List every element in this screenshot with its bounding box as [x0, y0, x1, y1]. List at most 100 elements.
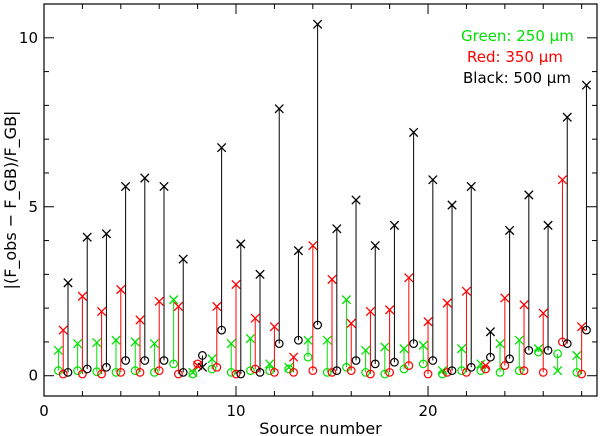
- cross-marker: [269, 322, 280, 332]
- circle-marker: [255, 367, 265, 377]
- cross-marker: [159, 181, 169, 192]
- cross-marker: [351, 195, 361, 205]
- circle-marker: [438, 369, 447, 379]
- legend-entry: Green: 250 μm: [461, 27, 574, 45]
- cross-marker: [576, 322, 587, 332]
- cross-marker: [456, 344, 467, 354]
- cross-marker: [293, 246, 304, 256]
- circle-marker: [505, 354, 515, 364]
- circle-marker: [351, 356, 361, 365]
- circle-marker: [270, 367, 279, 377]
- cross-marker: [514, 335, 524, 345]
- cross-marker: [303, 335, 313, 345]
- legend-entry: Red: 350 μm: [467, 48, 563, 66]
- circle-marker: [63, 367, 73, 377]
- circle-marker: [524, 345, 534, 355]
- circle-marker: [135, 367, 145, 377]
- cross-marker: [389, 220, 400, 231]
- circle-marker: [150, 367, 159, 377]
- cross-marker: [288, 352, 299, 362]
- circle-marker: [572, 367, 582, 377]
- circle-marker: [313, 320, 323, 330]
- circle-marker: [466, 362, 476, 372]
- cross-marker: [519, 300, 529, 310]
- axis-ticks: [43, 3, 597, 396]
- circle-marker: [582, 325, 591, 335]
- circle-marker: [558, 337, 567, 347]
- cross-marker: [101, 229, 112, 239]
- cross-marker: [53, 345, 64, 356]
- cross-marker: [231, 279, 241, 290]
- cross-marker: [130, 337, 140, 347]
- circle-marker: [121, 356, 131, 365]
- circle-marker: [92, 367, 102, 377]
- circle-marker: [514, 366, 524, 376]
- x-tick-label: 20: [418, 402, 437, 420]
- cross-marker: [135, 315, 145, 325]
- x-tick-label: 10: [226, 402, 245, 420]
- y-tick-label: 5: [28, 198, 38, 216]
- cross-marker: [92, 337, 102, 348]
- circle-marker: [486, 352, 495, 362]
- cross-marker: [168, 295, 179, 305]
- cross-marker: [236, 239, 246, 249]
- circle-marker: [212, 362, 222, 372]
- cross-marker: [447, 200, 457, 210]
- cross-marker: [154, 296, 164, 307]
- cross-marker: [255, 269, 265, 280]
- cross-marker: [284, 362, 294, 372]
- circle-marker: [294, 335, 303, 345]
- circle-marker: [82, 364, 92, 374]
- x-axis-label: Source number: [259, 419, 382, 436]
- circle-marker: [553, 349, 563, 359]
- circle-marker: [217, 325, 227, 335]
- cross-marker: [308, 240, 318, 251]
- x-tick-label: 0: [39, 402, 49, 420]
- cross-marker: [312, 19, 323, 29]
- cross-marker: [538, 308, 548, 318]
- legend: Green: 250 μm Red: 350 μm Black: 500 μm: [461, 27, 574, 87]
- y-tick-label: 10: [19, 29, 38, 47]
- circle-marker: [370, 359, 380, 369]
- series-group: [63, 19, 592, 379]
- cross-marker: [346, 318, 356, 329]
- cross-marker: [274, 104, 284, 114]
- cross-marker: [384, 305, 395, 315]
- circle-marker: [332, 366, 342, 376]
- cross-marker: [197, 362, 208, 372]
- circle-marker: [495, 367, 505, 377]
- cross-marker: [82, 232, 92, 242]
- circle-marker: [188, 369, 198, 379]
- legend-entry: Black: 500 μm: [463, 69, 571, 87]
- cross-marker: [216, 142, 227, 153]
- cross-marker: [192, 360, 203, 371]
- circle-marker: [178, 367, 188, 377]
- circle-marker: [346, 366, 356, 376]
- circle-marker: [562, 339, 572, 349]
- cross-marker: [149, 338, 160, 349]
- cross-marker: [63, 278, 73, 288]
- cross-marker: [212, 301, 222, 312]
- cross-marker: [485, 327, 496, 337]
- circle-marker: [538, 367, 548, 377]
- circle-marker: [409, 339, 419, 349]
- cross-marker: [365, 306, 376, 317]
- circle-marker: [130, 366, 140, 376]
- circle-marker: [207, 364, 217, 374]
- cross-marker: [557, 175, 568, 185]
- circle-marker: [193, 359, 203, 369]
- cross-marker: [418, 340, 428, 350]
- cross-marker: [332, 224, 342, 234]
- circle-marker: [226, 367, 236, 377]
- circle-marker: [236, 369, 246, 379]
- circle-marker: [154, 366, 164, 376]
- cross-marker: [581, 80, 592, 90]
- cross-marker: [461, 286, 472, 296]
- y-tick-label: 0: [28, 367, 38, 385]
- circle-marker: [462, 367, 471, 377]
- plot-frame: [43, 3, 598, 397]
- circle-marker: [385, 367, 395, 377]
- data-marks: [53, 19, 592, 379]
- circle-marker: [442, 367, 452, 377]
- cross-marker: [476, 359, 486, 369]
